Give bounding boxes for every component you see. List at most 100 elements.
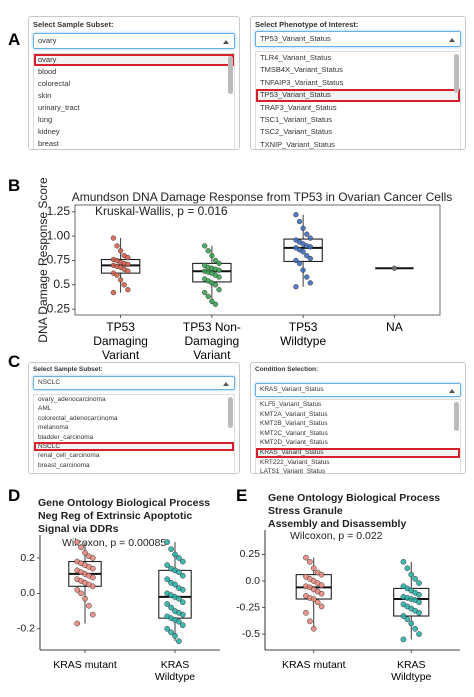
data-point [74, 620, 81, 627]
option[interactable]: KMT2C_Variant_Status [260, 429, 328, 437]
option[interactable]: TP53_Variant_Status [256, 89, 460, 102]
data-point [310, 565, 317, 572]
data-point [125, 254, 131, 261]
option[interactable]: AML [38, 405, 52, 413]
data-point [168, 629, 174, 636]
data-point [293, 212, 299, 218]
option[interactable]: colorectal [38, 79, 71, 88]
option[interactable]: melanoma [38, 424, 69, 432]
option[interactable]: TSC1_Variant_Status [260, 114, 332, 124]
data-point [114, 243, 120, 249]
y-tick-label: 0.0 [245, 575, 260, 587]
option[interactable]: renal_cell_carcinoma [38, 452, 100, 460]
data-point [172, 581, 178, 588]
data-point [212, 282, 219, 288]
data-point [307, 244, 313, 250]
option[interactable]: skin [38, 91, 52, 100]
option[interactable]: ovary_adenocarcinoma [38, 396, 106, 403]
chart-title: Gene Ontology Biological Process [268, 492, 440, 504]
option[interactable]: TNFAIP3_Variant_Status [260, 77, 344, 87]
data-point [125, 287, 131, 293]
y-axis-label: DNA Damage Response Score [36, 177, 50, 343]
option[interactable]: KMT2D_Variant_Status [260, 439, 328, 447]
data-point [172, 632, 178, 639]
data-point [408, 571, 415, 578]
data-point [303, 554, 309, 561]
chart-title: Amundson DNA Damage Response from TP53 i… [72, 190, 453, 204]
data-point [318, 590, 325, 597]
chart-svg: Amundson DNA Damage Response from TP53 i… [36, 177, 453, 343]
option[interactable]: urinary_tract [38, 103, 80, 112]
data-point [307, 235, 313, 241]
data-point [416, 580, 422, 586]
data-point [212, 257, 219, 264]
data-point [314, 599, 321, 606]
chart: Amundson DNA Damage Response from TP53 i… [0, 175, 474, 362]
data-point [304, 274, 310, 280]
option[interactable]: lung [38, 115, 53, 124]
option[interactable]: LATS1_Variant_Status [260, 468, 326, 473]
x-tick-label: TP53 Non-Damaging Variant [182, 320, 241, 362]
data-point [168, 604, 174, 611]
data-point [82, 595, 88, 602]
option[interactable]: breast [38, 139, 59, 148]
data-point [412, 625, 418, 632]
data-point [176, 555, 182, 561]
data-point [89, 611, 96, 618]
data-point [293, 257, 299, 264]
data-point [318, 582, 325, 589]
option[interactable]: NSCLC [34, 441, 234, 452]
option[interactable]: KRAS_Variant_Status [256, 447, 460, 458]
select-input[interactable]: NSCLC [33, 376, 235, 390]
data-point [110, 289, 117, 296]
data-point [318, 603, 325, 610]
data-point [216, 260, 222, 267]
data-point [74, 586, 81, 593]
data-point [78, 590, 84, 597]
select-input[interactable]: TP53_Variant_Status [255, 31, 461, 47]
data-point [303, 609, 309, 616]
option[interactable]: KLF5_Variant_Status [260, 401, 322, 408]
chart-title: Stress Granule [268, 505, 343, 517]
option[interactable]: colorectal_adenocarcinoma [38, 414, 118, 422]
select-input[interactable]: KRAS_Variant_Status [255, 383, 461, 397]
option[interactable]: kidney [38, 127, 60, 136]
data-point [164, 562, 171, 568]
option[interactable]: TLR4_Variant_Status [260, 53, 332, 62]
select-input[interactable]: ovary [33, 33, 235, 49]
option[interactable]: breast_carcinoma [38, 461, 90, 469]
select-widget: Select Sample Subset: ovary ovary blood colo… [28, 16, 240, 150]
option[interactable]: TRAF3_Variant_Status [260, 102, 337, 112]
x-tick-label: TP53 Damaging Variant [93, 320, 148, 362]
x-tick-label: KRAS Wildtype [391, 659, 432, 684]
option[interactable]: TSC2_Variant_Status [260, 127, 332, 137]
option[interactable]: blood [38, 67, 57, 76]
option[interactable]: KMT2B_Variant_Status [260, 420, 328, 428]
data-point [416, 591, 422, 598]
chart-title: Assembly and Disassembly [268, 518, 406, 530]
option-list: KLF5_Variant_Status KMT2A_Variant_Status K… [255, 399, 461, 473]
option[interactable]: TXNIP_Variant_Status [260, 139, 335, 149]
option[interactable]: KRT222_Variant_Status [260, 458, 330, 466]
option[interactable]: bladder_carcinoma [38, 433, 94, 441]
data-point [416, 599, 422, 606]
option[interactable]: TMSB4X_Variant_Status [260, 65, 343, 75]
widget-label: Select Sample Subset: [33, 366, 103, 373]
data-point [307, 280, 313, 286]
data-point [209, 298, 215, 305]
option[interactable]: KMT2A_Variant_Status [260, 410, 328, 418]
data-point [400, 613, 407, 619]
data-point [300, 225, 306, 232]
option[interactable]: ovary [34, 54, 234, 66]
y-tick-label: 0.2 [20, 552, 35, 564]
data-point [300, 249, 306, 255]
data-point [172, 551, 178, 558]
data-point [179, 599, 186, 606]
data-point [114, 272, 120, 278]
chart: Gene Ontology Biological Process Neg Reg … [0, 488, 230, 697]
data-point [400, 636, 407, 643]
